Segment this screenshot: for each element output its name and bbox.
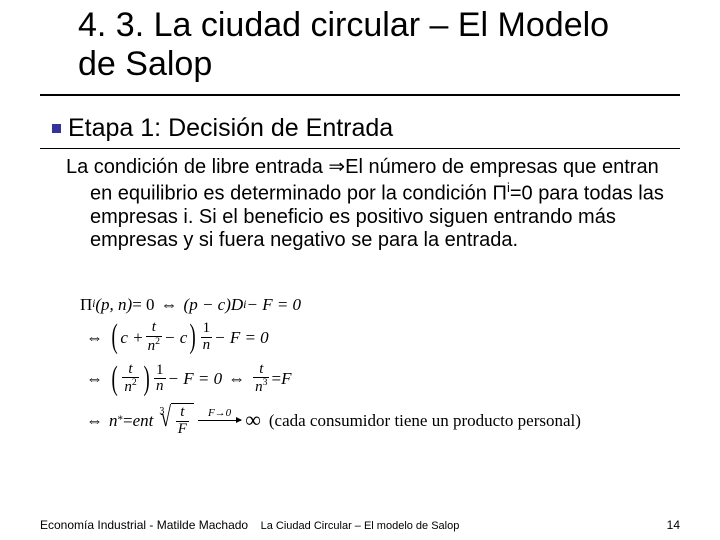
den-n2: n2 <box>146 337 162 355</box>
minusF: − F = 0 <box>214 329 269 346</box>
pc: (p − c) <box>184 296 231 313</box>
minusF2: − F = 0 <box>168 370 223 387</box>
math-line-2: ⇔ ( c + t n2 − c ) 1 n − F = 0 <box>80 320 581 355</box>
frac-t-n3: t n3 <box>253 362 269 397</box>
title-underline <box>40 94 680 96</box>
iff-3b: ⇔ <box>222 370 251 387</box>
rparen2: ) <box>143 367 149 391</box>
iff-3a: ⇔ <box>80 370 109 387</box>
math-line-4: ⇔ n* = ent 3 √ t F F→0 ∞ (cada consumido… <box>80 403 581 438</box>
eq0: = 0 <box>132 296 154 313</box>
comment: (cada consumidor tiene un producto perso… <box>269 412 581 429</box>
den-n: n <box>201 338 213 354</box>
n3: n <box>255 379 263 395</box>
iff-1: ⇔ <box>155 296 184 313</box>
frac-1-nb: 1 n <box>154 363 166 396</box>
eq: = <box>271 370 281 387</box>
paren-group-1: ( c + t n2 − c ) <box>109 320 199 355</box>
pi-symbol: Π <box>492 182 506 204</box>
ent: ent <box>133 412 154 429</box>
D: D <box>231 296 243 313</box>
math-derivation: Πi(p, n) = 0 ⇔ (p − c)Di − F = 0 ⇔ ( c +… <box>80 296 581 445</box>
frac-t-n2: t n2 <box>146 320 162 355</box>
frac-1-n: 1 n <box>201 321 213 354</box>
iff-4: ⇔ <box>80 412 109 429</box>
minus-c: − c <box>164 329 187 346</box>
F: F <box>281 370 291 387</box>
paren-group-2: ( t n2 ) <box>109 362 152 397</box>
den-F: F <box>176 422 189 438</box>
rparen: ) <box>190 325 196 349</box>
rhs-tail: − F = 0 <box>246 296 301 313</box>
frac-t-F: t F <box>176 405 189 438</box>
num-1b: 1 <box>154 363 166 379</box>
n: n <box>148 338 156 354</box>
bullet-square <box>52 124 61 133</box>
footer-page-number: 14 <box>667 518 680 532</box>
num-1: 1 <box>201 321 213 337</box>
cplus: c + <box>120 329 143 346</box>
lparen: ( <box>112 325 118 349</box>
body-paragraph: La condición de libre entrada ⇒El número… <box>42 156 682 253</box>
args: (p, n) <box>95 296 132 313</box>
num-t2: t <box>126 362 134 378</box>
sqrt-symbol: √ <box>161 405 172 440</box>
math-line-1: Πi(p, n) = 0 ⇔ (p − c)Di − F = 0 <box>80 296 581 313</box>
footer: Economía Industrial - Matilde Machado La… <box>0 518 720 532</box>
limit-label: F→0 <box>208 407 231 419</box>
infinity: ∞ <box>245 409 261 431</box>
limit-arrow: F→0 <box>198 412 241 429</box>
sqrt-body: t F <box>171 403 194 438</box>
subtitle: Etapa 1: Decisión de Entrada <box>68 114 393 143</box>
iff-2: ⇔ <box>80 329 109 346</box>
footer-left: Economía Industrial - Matilde Machado <box>40 518 248 532</box>
slide-title: 4. 3. La ciudad circular – El Modelo de … <box>0 0 640 94</box>
arrow-line <box>198 420 241 421</box>
pi: Π <box>80 296 92 313</box>
num-t4: t <box>178 405 186 421</box>
lparen2: ( <box>112 367 118 391</box>
exp2: 2 <box>155 336 160 347</box>
para-pre: La condición de libre entrada <box>66 156 328 178</box>
exp2b: 2 <box>132 377 137 388</box>
den-n2b: n2 <box>122 378 138 396</box>
nstar: n <box>109 412 118 429</box>
den-nb: n <box>154 379 166 395</box>
para-arrow: ⇒ <box>328 156 345 178</box>
den-n3: n3 <box>253 378 269 396</box>
subtitle-underline <box>40 148 680 149</box>
math-line-3: ⇔ ( t n2 ) 1 n − F = 0 ⇔ t n3 = F <box>80 362 581 397</box>
footer-center: La Ciudad Circular – El modelo de Salop <box>261 520 460 532</box>
frac-t-n2b: t n2 <box>122 362 138 397</box>
n2b: n <box>124 379 132 395</box>
num-t3: t <box>257 362 265 378</box>
num-t: t <box>150 320 158 336</box>
exp3: 3 <box>263 377 268 388</box>
cube-root: √ t F <box>158 403 194 438</box>
eq2: = <box>123 412 133 429</box>
